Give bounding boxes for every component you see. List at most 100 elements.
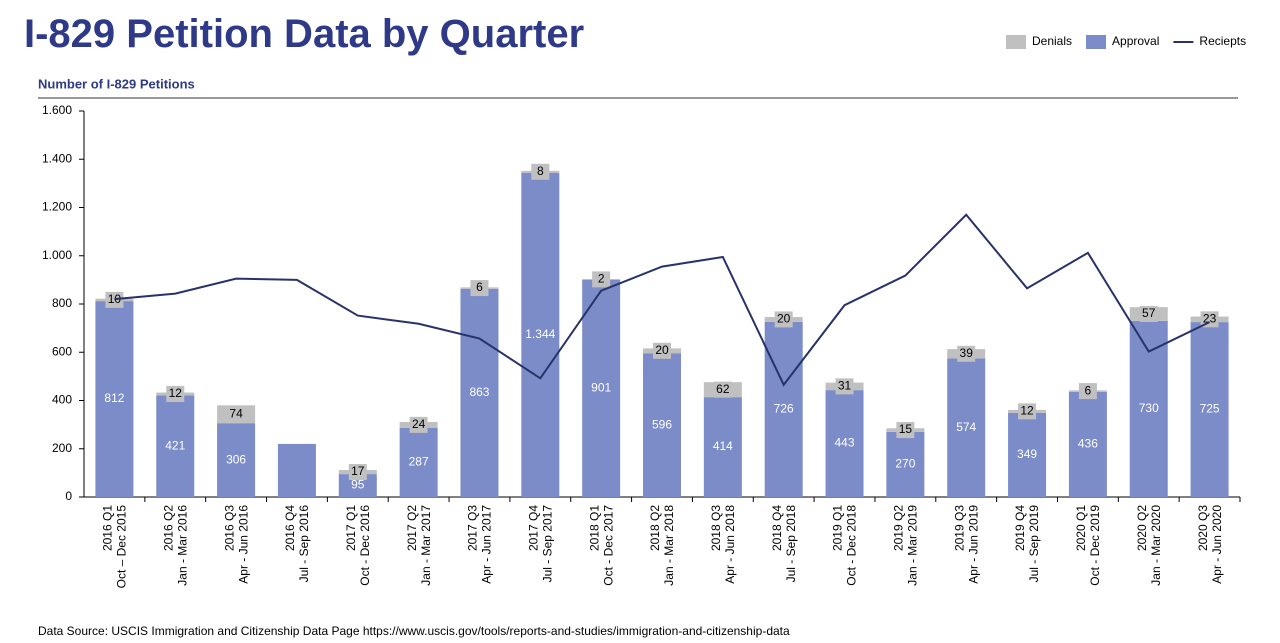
denial-value-label: 39	[960, 346, 974, 360]
x-tick-label: 2016 Q3 Apr - Jun 2016	[222, 505, 250, 584]
denial-value-label: 8	[537, 164, 544, 178]
bar-segment	[825, 390, 864, 497]
bar-value-label: 574	[956, 420, 976, 434]
bar-value-label: 901	[591, 380, 611, 394]
denial-label-box	[409, 416, 428, 433]
legend-label: Approval	[1112, 34, 1159, 48]
denial-value-label: 24	[412, 417, 426, 431]
x-tick-period: Apr - Jun 2016	[236, 505, 250, 584]
x-tick-quarter: 2016 Q2	[161, 505, 175, 551]
x-tick-quarter: 2016 Q3	[222, 505, 236, 551]
x-tick-quarter: 2016 Q4	[283, 505, 297, 551]
y-tick-label: 0	[65, 489, 72, 503]
bar-segment	[886, 431, 925, 497]
bar-value-label: 1.344	[525, 327, 555, 341]
denial-label-box	[348, 464, 367, 481]
bar-segment	[521, 172, 560, 497]
x-tick-period: Jan - Mar 2017	[419, 505, 433, 586]
x-tick-label: 2019 Q4 Jul - Sep 2019	[1013, 505, 1041, 583]
legend-label: Reciepts	[1199, 34, 1246, 48]
x-tick-label: 2016 Q1 Oct – Dec 2015	[101, 505, 129, 589]
bar-segment	[947, 358, 986, 497]
x-tick-label: 2018 Q2 Jan - Mar 2018	[648, 505, 676, 586]
receipts-line	[114, 213, 1211, 387]
denial-value-label: 12	[1020, 404, 1034, 418]
bar-segment	[764, 321, 803, 497]
denial-value-label: 12	[169, 386, 183, 400]
y-tick-label: 800	[52, 296, 72, 310]
denial-label-box	[1018, 403, 1037, 420]
bar-segment	[156, 395, 195, 497]
bar-value-label: 730	[1139, 401, 1159, 415]
x-tick-period: Jan - Mar 2018	[662, 505, 676, 586]
denial-value-label: 31	[838, 379, 852, 393]
denial-label-box	[1139, 306, 1158, 323]
y-tick-label: 600	[52, 344, 72, 358]
bar-segment	[338, 474, 377, 497]
x-tick-period: Apr - Jun 2018	[723, 505, 737, 584]
denial-value-label: 23	[1203, 311, 1217, 325]
denial-label-box	[774, 311, 793, 328]
bar-value-label: 287	[409, 455, 429, 469]
x-tick-quarter: 2017 Q1	[344, 505, 358, 551]
y-tick-label: 200	[52, 441, 72, 455]
bar-segment	[217, 423, 256, 497]
x-tick-label: 2019 Q1 Oct - Dec 2018	[831, 505, 859, 586]
denial-label-box	[835, 378, 854, 395]
denial-value-label: 2	[598, 272, 605, 286]
x-tick-quarter: 2016 Q1	[101, 505, 115, 551]
bar-value-label: 421	[165, 438, 185, 452]
denial-label-box	[166, 385, 185, 402]
chart-subtitle: Number of I-829 Petitions	[38, 76, 195, 91]
x-tick-label: 2018 Q1 Oct - Dec 2017	[587, 505, 615, 586]
x-tick-quarter: 2019 Q2	[892, 505, 906, 551]
x-tick-quarter: 2019 Q4	[1013, 505, 1027, 551]
bar-value-label: 349	[1017, 447, 1037, 461]
x-tick-quarter: 2017 Q2	[405, 505, 419, 551]
denial-label-box	[957, 345, 976, 362]
denial-label-box	[470, 280, 489, 297]
x-tick-period: Apr - Jun 2017	[480, 505, 494, 584]
x-tick-period: Oct - Dec 2018	[845, 505, 859, 586]
legend-swatch	[1006, 35, 1026, 49]
x-tick-period: Oct - Dec 2016	[358, 505, 372, 586]
x-tick-period: Jan - Mar 2016	[175, 505, 189, 586]
source-note: Data Source: USCIS Immigration and Citiz…	[38, 624, 790, 638]
x-tick-quarter: 2018 Q1	[587, 505, 601, 551]
x-tick-period: Jan - Mar 2019	[906, 505, 920, 586]
bar-segment	[460, 288, 499, 497]
x-tick-label: 2017 Q3 Apr - Jun 2017	[466, 505, 494, 584]
denial-label-box	[896, 422, 915, 439]
bar-segment	[277, 443, 316, 497]
bar-value-label: 863	[469, 385, 489, 399]
x-tick-label: 2018 Q4 Jul - Sep 2018	[770, 505, 798, 583]
x-tick-quarter: 2018 Q3	[709, 505, 723, 551]
x-tick-period: Jul - Sep 2016	[297, 505, 311, 583]
x-tick-label: 2016 Q4 Jul - Sep 2016	[283, 505, 311, 583]
x-tick-quarter: 2020 Q1	[1074, 505, 1088, 551]
bar-value-label: 95	[351, 478, 365, 492]
bar-value-label: 270	[895, 457, 915, 471]
bar-value-label: 443	[835, 436, 855, 450]
x-tick-quarter: 2020 Q3	[1196, 505, 1210, 551]
x-tick-label: 2020 Q3 Apr - Jun 2020	[1196, 505, 1224, 584]
bar-segment	[703, 397, 742, 497]
denial-label-box	[713, 381, 732, 398]
x-tick-period: Apr - Jun 2019	[966, 505, 980, 584]
x-tick-period: Jul - Sep 2017	[540, 505, 554, 583]
x-tick-period: Jul - Sep 2018	[784, 505, 798, 583]
denial-value-label: 17	[351, 464, 365, 478]
bar-value-label: 726	[774, 402, 794, 416]
x-tick-label: 2020 Q1 Oct - Dec 2019	[1074, 505, 1102, 586]
x-tick-label: 2016 Q2 Jan - Mar 2016	[161, 505, 189, 586]
legend-label: Denials	[1032, 34, 1072, 48]
y-tick-label: 400	[52, 393, 72, 407]
x-tick-label: 2020 Q2 Jan - Mar 2020	[1135, 505, 1163, 586]
x-tick-label: 2017 Q2 Jan - Mar 2017	[405, 505, 433, 586]
y-tick-label: 1.600	[42, 103, 72, 117]
denial-value-label: 20	[655, 343, 669, 357]
x-tick-label: 2019 Q3 Apr - Jun 2019	[952, 505, 980, 584]
denial-value-label: 20	[777, 312, 791, 326]
denial-label-box	[592, 271, 611, 288]
